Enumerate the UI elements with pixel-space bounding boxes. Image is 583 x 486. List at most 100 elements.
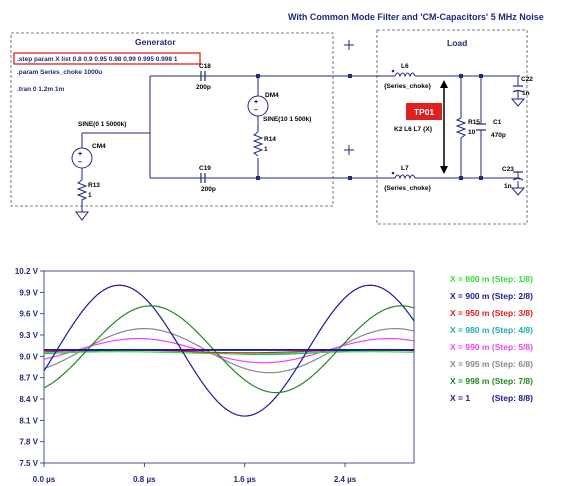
dm4-source[interactable]: + – [247, 95, 269, 117]
trace-step-1 [43, 351, 415, 355]
y-tick-label: 10.2 V [15, 267, 39, 276]
schematic: With Common Mode Filter and 'CM-Capacito… [10, 12, 544, 225]
c23-label: C23 [502, 166, 514, 173]
x-tick-label: 0.0 µs [33, 475, 56, 484]
ground-icon [75, 211, 89, 221]
minus-sign-icon: – [254, 107, 258, 114]
r13-label: R13 [88, 182, 100, 189]
c1-label: C1 [493, 119, 502, 126]
legend-label: X = 995 m [450, 359, 490, 369]
c19-label: C19 [199, 165, 211, 172]
tran-directive[interactable]: .tran 0 1.2m 1m [17, 86, 65, 93]
y-tick-label: 8.4 V [19, 395, 38, 404]
y-tick-label: 7.8 V [19, 438, 38, 447]
y-tick-label: 9.0 V [19, 352, 38, 361]
l6-inductor[interactable] [394, 72, 416, 78]
r14-label: R14 [264, 136, 276, 143]
r15-resistor[interactable] [455, 117, 467, 139]
tp01-badge[interactable] [406, 103, 442, 120]
ground-icon [510, 98, 526, 107]
cm4-source[interactable]: + – [71, 147, 93, 169]
legend-label: X = 1 [450, 393, 470, 403]
tp01-label: TP01 [414, 107, 435, 117]
polarity-dot-icon [391, 171, 395, 175]
l6-value: {Series_choke} [384, 83, 431, 90]
generator-title: Generator [135, 37, 176, 47]
k2-coupling[interactable]: K2 L6 L7 {X} [394, 126, 433, 133]
y-tick-label: 9.6 V [19, 310, 38, 319]
dm4-sine-label: SINE(10 1 500k) [263, 116, 311, 123]
minus-sign-icon: – [78, 159, 82, 166]
y-tick-label: 9.9 V [19, 288, 38, 297]
l7-label: L7 [401, 165, 409, 172]
c22-value: 1n [522, 90, 530, 97]
r14-resistor[interactable] [252, 131, 264, 157]
c23-capacitor[interactable] [512, 171, 524, 181]
c19-capacitor[interactable] [200, 173, 206, 183]
c1-capacitor[interactable] [476, 123, 486, 131]
plot-frame [43, 270, 415, 464]
legend-label: X = 990 m [450, 342, 490, 352]
load-box[interactable] [376, 29, 528, 225]
r13-value: 1 [88, 192, 92, 199]
dm4-label: DM4 [265, 92, 279, 99]
c22-capacitor[interactable] [512, 85, 524, 93]
legend-label: X = 900 m [450, 291, 490, 301]
polarity-dot-icon [391, 69, 395, 73]
tp01-double-arrow-icon [440, 80, 448, 174]
step-legend: X = 800 m (Step: 1/8)X = 900 m (Step: 2/8)… [450, 274, 533, 403]
legend-step: (Step: 8/8) [492, 393, 533, 403]
trace-step-7 [43, 305, 415, 394]
c18-capacitor[interactable] [200, 71, 206, 81]
c18-label: C18 [199, 63, 211, 70]
c22-label: C22 [521, 76, 533, 83]
ground-icon [510, 187, 526, 196]
traces [43, 284, 415, 417]
x-tick-label: 1.6 µs [233, 475, 256, 484]
x-axis: 0.0 µs 0.8 µs 1.6 µs 2.4 µs [33, 463, 357, 484]
wires [81, 75, 520, 212]
legend-step: (Step: 4/8) [492, 325, 533, 335]
r15-label: R15 [468, 119, 480, 126]
step-directive[interactable]: .step param X list 0.8 0.9 0.95 0.98 0.9… [17, 56, 178, 63]
plus-sign-icon: + [78, 151, 82, 158]
cm4-sine-label: SINE(0 1 5000k) [78, 121, 126, 128]
legend-step: (Step: 5/8) [492, 342, 533, 352]
trace-step-5 [43, 337, 415, 364]
y-tick-label: 8.7 V [19, 374, 38, 383]
y-tick-label: 8.1 V [19, 416, 38, 425]
l7-value: {Series_choke} [384, 185, 431, 192]
generator-box[interactable] [10, 32, 334, 207]
step-directive-highlight [13, 52, 201, 65]
schematic-title: With Common Mode Filter and 'CM-Capacito… [288, 12, 544, 22]
r15-value: 10 [468, 129, 476, 136]
l6-label: L6 [401, 63, 409, 70]
y-tick-label: 9.3 V [19, 331, 38, 340]
junction-dots [256, 74, 483, 180]
legend-step: (Step: 6/8) [492, 359, 533, 369]
x-tick-label: 0.8 µs [133, 475, 156, 484]
l7-inductor[interactable] [394, 174, 416, 180]
param-directive[interactable]: .param Series_choke 1000u [17, 69, 102, 76]
legend-step: (Step: 1/8) [492, 274, 533, 284]
r13-resistor[interactable] [76, 179, 88, 201]
c1-value: 470p [491, 132, 506, 139]
legend-label: X = 800 m [450, 274, 490, 284]
load-title: Load [447, 38, 467, 48]
trace-step-6 [43, 327, 415, 374]
legend-label: X = 980 m [450, 325, 490, 335]
r14-value: 1 [264, 146, 268, 153]
cm4-label: CM4 [92, 143, 106, 150]
c23-value: 1n [504, 183, 512, 190]
voltage-probe-markers [344, 40, 354, 155]
legend-label: X = 998 m [450, 376, 490, 386]
c18-value: 200p [196, 84, 211, 91]
legend-label: X = 950 m [450, 308, 490, 318]
y-axis: 10.2 V 9.9 V 9.6 V 9.3 V 9.0 V 8.7 V 8.4 V 8.1 … [15, 267, 44, 468]
c19-value: 200p [201, 186, 216, 193]
waveform-plot[interactable]: 10.2 V 9.9 V 9.6 V 9.3 V 9.0 V 8.7 V 8.4 V 8.1 … [15, 267, 533, 484]
plus-sign-icon: + [254, 99, 258, 106]
y-tick-label: 7.5 V [19, 459, 38, 468]
x-tick-label: 2.4 µs [334, 475, 357, 484]
